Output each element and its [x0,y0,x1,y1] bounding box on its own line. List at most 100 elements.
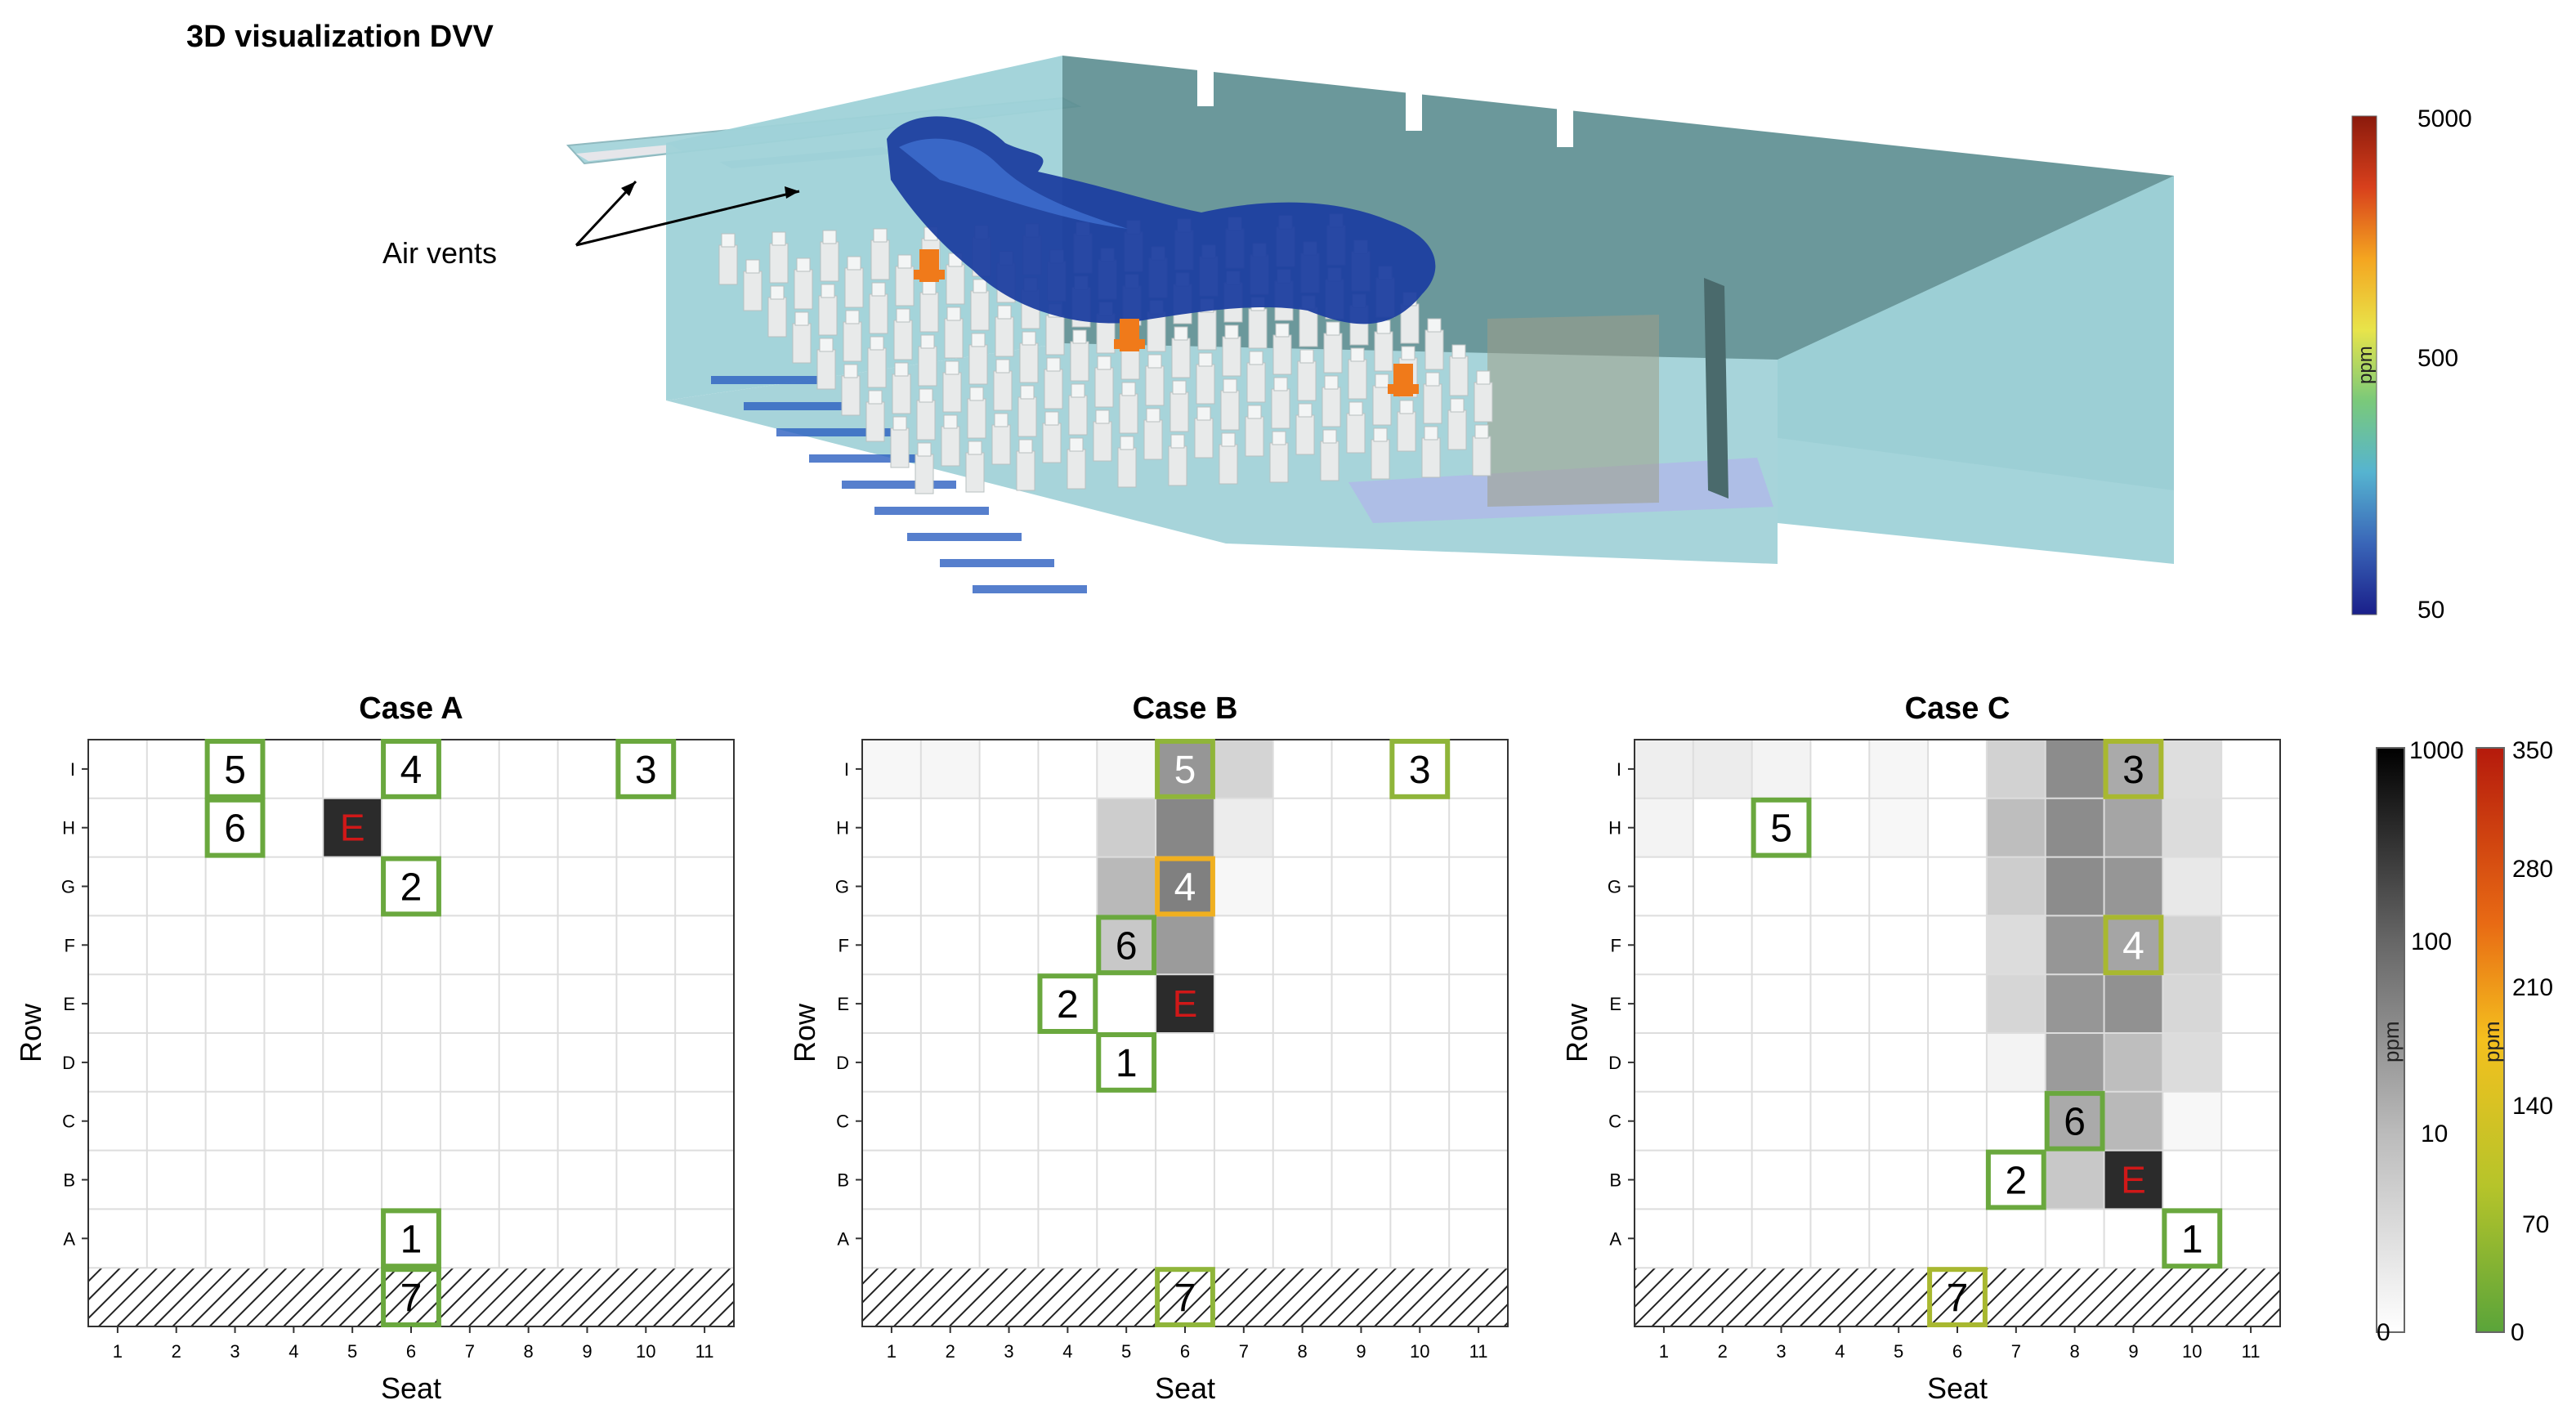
emitter-label: E [340,807,365,849]
seat [743,271,763,311]
heat-cell [1986,1033,2046,1092]
sensor-label: 3 [1409,749,1431,792]
seat-head [1020,385,1035,400]
seat-head [822,230,837,244]
seat-tick: 9 [2128,1341,2138,1362]
heat-cell [1986,857,2046,916]
seat-head [819,338,834,352]
colorbar-gray-tick: 0 [2377,1319,2390,1346]
seat-tick: 5 [1894,1341,1903,1362]
sensor-label: 5 [224,749,246,792]
seat-head [794,311,809,326]
heat-cell [1635,740,1693,798]
seat [1171,338,1191,378]
seat-head [946,306,961,321]
x-axis-label: Seat [1927,1371,1988,1405]
heat-cell [1869,798,1929,857]
row-tick: F [839,935,849,955]
seat-tick: 11 [695,1341,714,1362]
seat [718,244,738,285]
row-tick: B [837,1170,849,1191]
heat-cell [2104,974,2163,1033]
seat [769,243,789,284]
seat [1245,416,1264,457]
seat [1017,396,1037,437]
seat-tick: 7 [1239,1341,1249,1362]
row-tick: A [63,1228,75,1249]
seat [1295,414,1315,455]
seat [841,375,861,416]
emitter-marker [1114,319,1145,351]
sensor-box [381,1208,441,1269]
seat-tick: 2 [946,1341,955,1362]
seat-head [922,280,937,295]
room-right-wall [1778,176,2174,564]
heat-cell [2045,915,2104,975]
plot-area [1635,740,2280,1326]
sensor-box [204,797,266,858]
seat [993,370,1013,411]
heat-cell [862,740,921,798]
seat [1168,445,1187,486]
sensor-box [2044,1090,2105,1152]
sensor-box [615,739,677,799]
heat-cell [2162,798,2222,857]
seat-tick: 1 [1659,1341,1669,1362]
row-tick: B [1609,1170,1621,1191]
sensor-box [1751,797,1812,858]
row-tick: G [1608,877,1621,897]
seat-head [721,233,736,248]
seat-head [1476,370,1491,385]
row-tick: H [1608,818,1621,839]
seat [1346,413,1366,454]
seat-head [1121,382,1136,396]
seat [942,372,962,413]
seat [916,400,936,441]
seat [818,295,838,336]
heat-cell [1156,798,1214,857]
colorbar-gray-tick: 1000 [2409,737,2464,764]
sensor-label: 2 [2005,1160,2027,1203]
sensor-label: 5 [1770,807,1792,851]
emitter-marker [914,249,945,282]
seat [816,349,836,390]
seat-tick: 9 [582,1341,592,1362]
colorbar-color [2475,747,2505,1333]
seat-head [1095,409,1110,424]
row-tick: F [1611,935,1621,955]
seat-tick: 5 [1121,1341,1131,1362]
row-tick: F [65,935,75,955]
row-tick: D [62,1053,75,1073]
seat-head [894,362,909,377]
seat-tick: 1 [113,1341,123,1362]
row-step [776,428,891,436]
row-tick: I [70,759,75,780]
figure-title: 3D visualization DVV [186,20,494,54]
seat [1421,437,1441,478]
floor-hatch [862,1268,1508,1326]
emitter-marker [1388,364,1419,396]
seat-head [897,254,912,269]
sensor-label: 7 [1947,1277,1969,1320]
seat [1374,331,1393,372]
heat-cell [2045,1150,2104,1210]
screen-panel [1704,278,1729,499]
row-tick: G [835,877,849,897]
seat [995,316,1014,357]
seat [1117,447,1137,488]
seat-head [1322,429,1337,444]
sensor-label: 7 [1174,1277,1196,1320]
y-axis-label: Row [788,1003,821,1062]
sensor-label: 4 [2122,924,2144,968]
seat [944,318,964,359]
row-tick: C [836,1112,849,1132]
heat-cell [2162,857,2222,916]
sensor-label: 3 [635,749,657,792]
seat-head [1401,346,1415,360]
seat-head [1399,400,1414,414]
seat-head [1299,349,1314,364]
seat [820,241,839,282]
heat-cell [1156,915,1214,975]
air-vent-left [576,145,682,161]
